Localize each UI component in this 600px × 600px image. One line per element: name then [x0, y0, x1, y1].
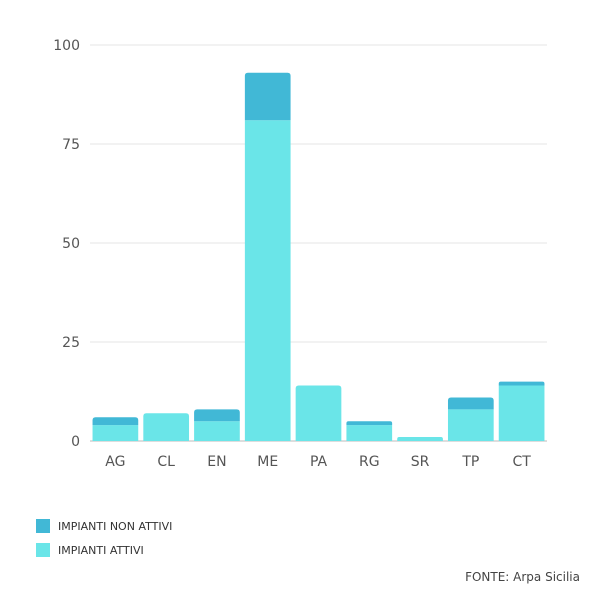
legend-item-non-attivi: IMPIANTI NON ATTIVI: [36, 518, 172, 534]
x-tick-label: TP: [461, 454, 479, 470]
bar-en-attivi: [194, 421, 240, 441]
bar-cl-attivi: [143, 413, 190, 441]
y-tick-label: 25: [62, 335, 80, 351]
source-note: FONTE: Arpa Sicilia: [465, 570, 580, 584]
y-tick-label: 100: [53, 38, 80, 54]
bar-me-non-attivi: [244, 72, 291, 121]
bar-en-non-attivi: [194, 409, 240, 422]
bar-rg-non-attivi: [346, 421, 393, 426]
bar-ag-non-attivi: [92, 417, 139, 426]
y-axis: 0 25 50 75 100: [53, 38, 80, 450]
x-tick-label: EN: [207, 454, 226, 470]
legend-item-attivi: IMPIANTI ATTIVI: [36, 542, 172, 558]
bar-me-attivi: [244, 120, 291, 442]
bar-rg-attivi: [346, 425, 393, 441]
legend: IMPIANTI NON ATTIVI IMPIANTI ATTIVI: [36, 518, 172, 566]
bar-tp-non-attivi: [447, 397, 494, 410]
x-tick-label: RG: [359, 454, 380, 470]
bar-ct-non-attivi: [498, 381, 545, 386]
x-tick-label: CL: [157, 454, 175, 470]
bar-pa-attivi: [295, 385, 342, 441]
x-tick-label: SR: [411, 454, 430, 470]
legend-swatch-attivi: [36, 543, 50, 557]
x-tick-label: ME: [257, 454, 278, 470]
y-tick-label: 0: [71, 434, 80, 450]
bar-tp-attivi: [447, 409, 494, 441]
x-tick-label: CT: [512, 454, 531, 470]
x-tick-label: AG: [105, 454, 125, 470]
bar-ag-attivi: [92, 425, 139, 441]
y-tick-label: 50: [62, 236, 80, 252]
bar-ct-attivi: [498, 385, 545, 441]
bar-sr-attivi: [397, 437, 443, 441]
legend-label-attivi: IMPIANTI ATTIVI: [58, 543, 144, 557]
x-axis: AG CL EN ME PA RG SR TP CT: [105, 454, 531, 470]
gridlines: [90, 44, 547, 442]
legend-label-non-attivi: IMPIANTI NON ATTIVI: [58, 519, 173, 533]
legend-swatch-non-attivi: [36, 519, 50, 533]
y-tick-label: 75: [62, 137, 80, 153]
x-tick-label: PA: [310, 454, 328, 470]
bars: [92, 72, 545, 442]
